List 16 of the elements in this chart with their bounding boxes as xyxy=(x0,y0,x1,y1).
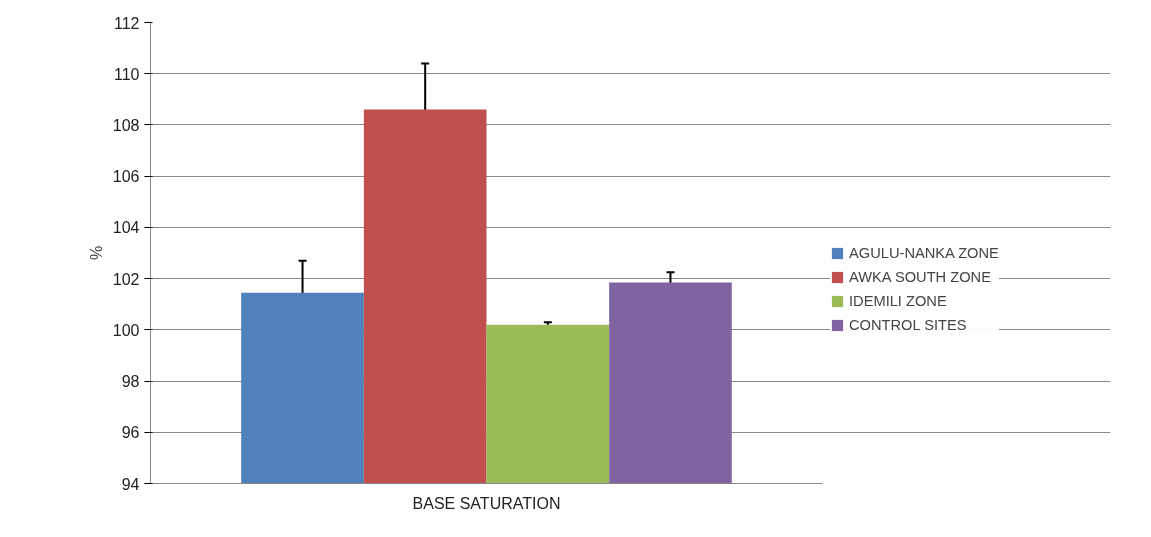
y-tick-label: 106 xyxy=(112,168,140,186)
y-tick-label: 104 xyxy=(112,219,140,237)
y-axis-title: % xyxy=(87,245,105,261)
y-tick-label: 96 xyxy=(121,424,140,442)
y-tick-label: 110 xyxy=(113,65,140,83)
legend-label: AWKA SOUTH ZONE xyxy=(849,269,991,285)
y-tick-label: 102 xyxy=(112,270,140,288)
y-tick-label: 100 xyxy=(112,321,140,339)
y-tick-label: 98 xyxy=(121,373,140,391)
legend-label: CONTROL SITES xyxy=(849,317,967,333)
y-tick-label: 112 xyxy=(113,14,140,32)
legend-label: AGULU-NANKA ZONE xyxy=(849,245,999,261)
y-tick-label: 94 xyxy=(121,475,140,493)
legend-label: IDEMILI ZONE xyxy=(849,293,947,309)
x-tick-label: BASE SATURATION xyxy=(412,494,561,512)
y-tick-label: 108 xyxy=(112,116,140,134)
